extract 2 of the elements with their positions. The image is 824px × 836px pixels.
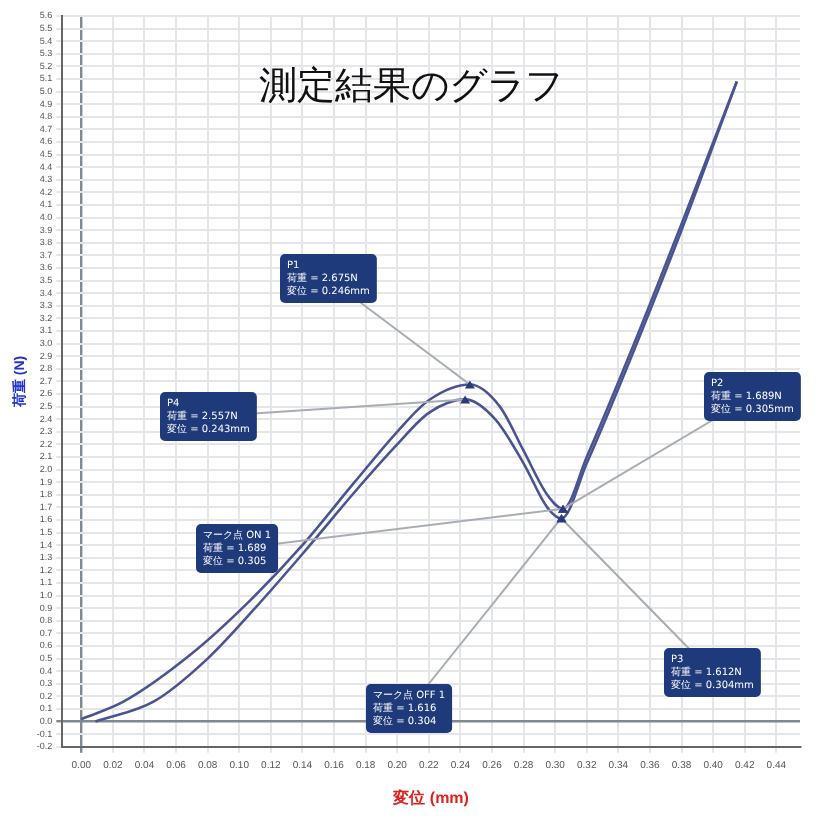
x-axis-title: 変位 (mm)	[391, 786, 470, 807]
text: 測定結果のグラフ	[259, 63, 564, 108]
